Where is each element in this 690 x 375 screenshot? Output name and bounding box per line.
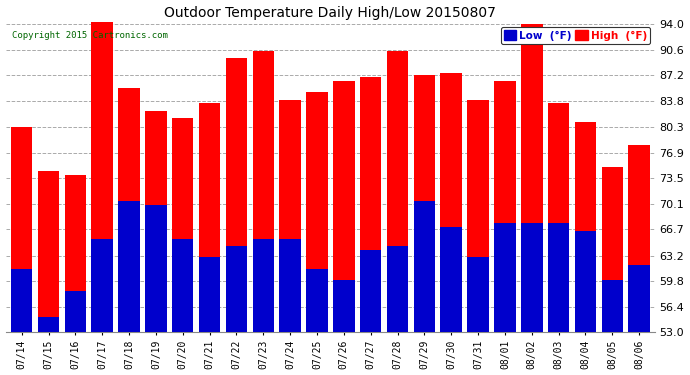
Bar <box>172 238 193 332</box>
Bar <box>387 51 408 332</box>
Bar <box>11 268 32 332</box>
Bar <box>494 81 515 332</box>
Bar <box>306 92 328 332</box>
Bar <box>172 118 193 332</box>
Bar <box>387 246 408 332</box>
Bar <box>199 103 220 332</box>
Bar <box>333 280 355 332</box>
Bar <box>575 231 596 332</box>
Bar <box>145 111 167 332</box>
Bar <box>629 145 650 332</box>
Bar <box>92 238 113 332</box>
Bar <box>360 250 382 332</box>
Bar <box>253 51 274 332</box>
Bar <box>467 99 489 332</box>
Bar <box>413 75 435 332</box>
Legend: Low  (°F), High  (°F): Low (°F), High (°F) <box>501 27 650 44</box>
Bar <box>253 238 274 332</box>
Bar <box>199 257 220 332</box>
Bar <box>38 317 59 332</box>
Bar <box>118 88 140 332</box>
Bar <box>440 227 462 332</box>
Bar <box>65 291 86 332</box>
Title: Outdoor Temperature Daily High/Low 20150807: Outdoor Temperature Daily High/Low 20150… <box>164 6 496 20</box>
Bar <box>38 171 59 332</box>
Bar <box>602 167 623 332</box>
Bar <box>11 127 32 332</box>
Bar <box>226 58 247 332</box>
Bar <box>548 224 569 332</box>
Bar <box>494 224 515 332</box>
Bar <box>413 201 435 332</box>
Bar <box>440 73 462 332</box>
Bar <box>65 175 86 332</box>
Bar <box>279 238 301 332</box>
Bar <box>575 122 596 332</box>
Text: Copyright 2015 Cartronics.com: Copyright 2015 Cartronics.com <box>12 32 168 40</box>
Bar <box>467 257 489 332</box>
Bar <box>226 246 247 332</box>
Bar <box>145 205 167 332</box>
Bar <box>92 17 113 332</box>
Bar <box>521 224 542 332</box>
Bar <box>521 24 542 332</box>
Bar <box>548 103 569 332</box>
Bar <box>602 280 623 332</box>
Bar <box>360 77 382 332</box>
Bar <box>306 268 328 332</box>
Bar <box>279 99 301 332</box>
Bar <box>629 265 650 332</box>
Bar <box>333 81 355 332</box>
Bar <box>118 201 140 332</box>
